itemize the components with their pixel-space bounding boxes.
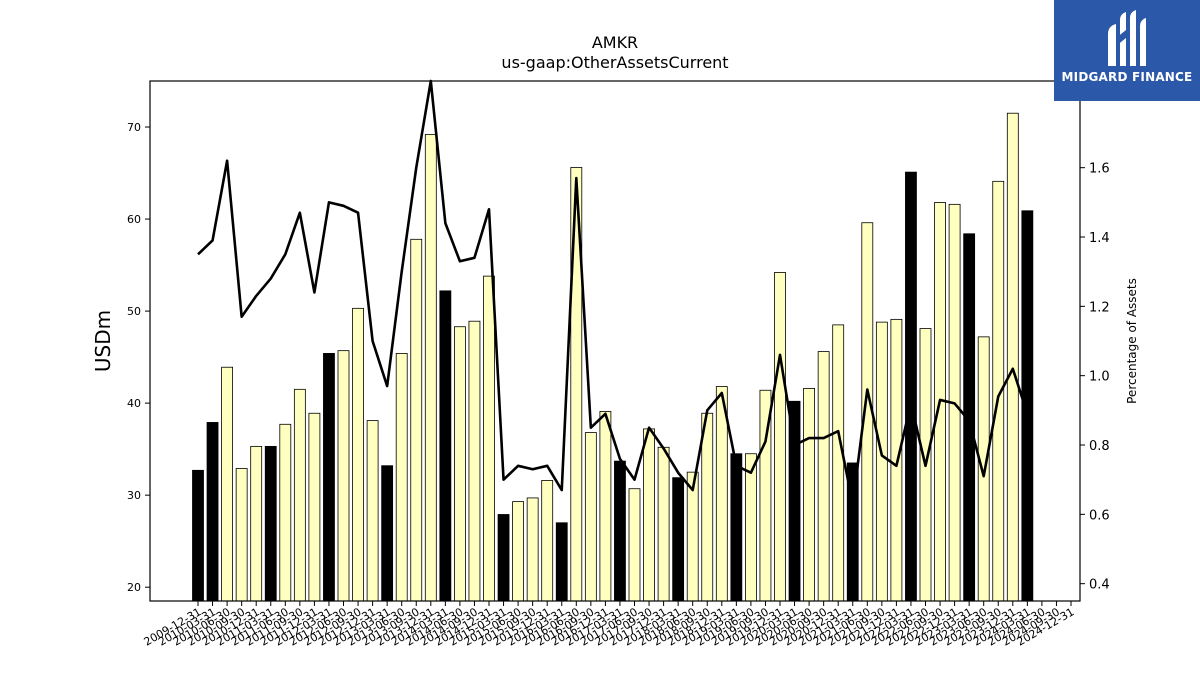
bar xyxy=(628,488,641,602)
bar xyxy=(381,465,394,602)
bar xyxy=(599,411,612,602)
y2-tick-label: 1.6 xyxy=(1089,162,1110,177)
bar xyxy=(788,400,801,602)
bar xyxy=(483,275,495,602)
bar xyxy=(308,412,321,602)
y2-tick-label: 1.0 xyxy=(1089,370,1110,385)
bar xyxy=(439,290,452,602)
bar xyxy=(803,387,815,602)
bar xyxy=(250,445,263,602)
bars-layer xyxy=(192,112,1034,602)
bar xyxy=(512,501,524,602)
bar xyxy=(745,453,757,602)
plot-frame xyxy=(149,80,1081,602)
bar xyxy=(774,272,786,602)
bar xyxy=(410,238,423,602)
bar xyxy=(977,336,990,602)
bar xyxy=(293,388,306,602)
bar xyxy=(221,366,234,602)
y2-tick-label: 0.4 xyxy=(1089,578,1110,593)
x-axis: 2009-12-312010-03-312010-06-302010-09-30… xyxy=(142,601,1077,649)
y-axis-label: USDm xyxy=(91,310,115,372)
bar xyxy=(468,320,481,602)
line-layer xyxy=(197,79,1029,506)
bar xyxy=(337,350,350,602)
y-tick-label: 60 xyxy=(127,213,141,226)
y2-tick-label: 0.6 xyxy=(1089,508,1110,523)
left-y-axis: 20 30 40 50 60 70 xyxy=(127,121,150,594)
bar xyxy=(817,351,830,602)
chart-title-group: AMKR us-gaap:OtherAssetsCurrent xyxy=(501,33,728,72)
bar xyxy=(657,446,670,602)
y-tick-label: 50 xyxy=(127,305,141,318)
bar xyxy=(453,326,466,602)
bar xyxy=(192,469,204,602)
bar xyxy=(614,460,626,602)
bar xyxy=(555,522,568,602)
brand-logo-text: MIDGARD FINANCE xyxy=(1061,70,1193,84)
bar xyxy=(730,453,743,602)
midgard-logo-icon xyxy=(1108,10,1146,66)
y2-tick-label: 1.2 xyxy=(1089,300,1110,315)
bar xyxy=(584,432,597,602)
bar xyxy=(643,428,655,602)
bar xyxy=(206,422,219,602)
bar xyxy=(279,423,292,602)
bar xyxy=(497,514,510,602)
y2-axis-label: Percentage of Assets xyxy=(1125,278,1139,404)
bar xyxy=(905,171,917,602)
bar xyxy=(366,420,379,602)
bar xyxy=(526,497,539,602)
bar xyxy=(424,133,437,602)
percentage-line xyxy=(197,79,1029,506)
bar xyxy=(352,307,364,602)
bar xyxy=(235,468,248,602)
bar xyxy=(832,324,845,602)
right-y-axis: 0.4 0.6 0.8 1.0 1.2 1.4 1.6 xyxy=(1080,162,1110,593)
bar xyxy=(672,477,685,602)
bar xyxy=(686,471,699,602)
bar xyxy=(323,353,335,602)
bar xyxy=(541,480,554,602)
chart-subtitle: us-gaap:OtherAssetsCurrent xyxy=(501,53,728,72)
bar xyxy=(1006,112,1019,602)
y2-tick-label: 0.8 xyxy=(1089,439,1110,454)
bar xyxy=(701,412,714,602)
bar xyxy=(395,353,408,602)
bar xyxy=(264,445,277,602)
brand-logo: MIDGARD FINANCE xyxy=(1054,0,1200,101)
chart-title: AMKR xyxy=(592,33,638,52)
y-tick-label: 40 xyxy=(127,397,141,410)
bar xyxy=(875,321,888,602)
y-tick-label: 20 xyxy=(127,581,141,594)
y-tick-label: 70 xyxy=(127,121,141,134)
y2-tick-label: 1.4 xyxy=(1089,231,1110,246)
y-tick-label: 30 xyxy=(127,489,141,502)
